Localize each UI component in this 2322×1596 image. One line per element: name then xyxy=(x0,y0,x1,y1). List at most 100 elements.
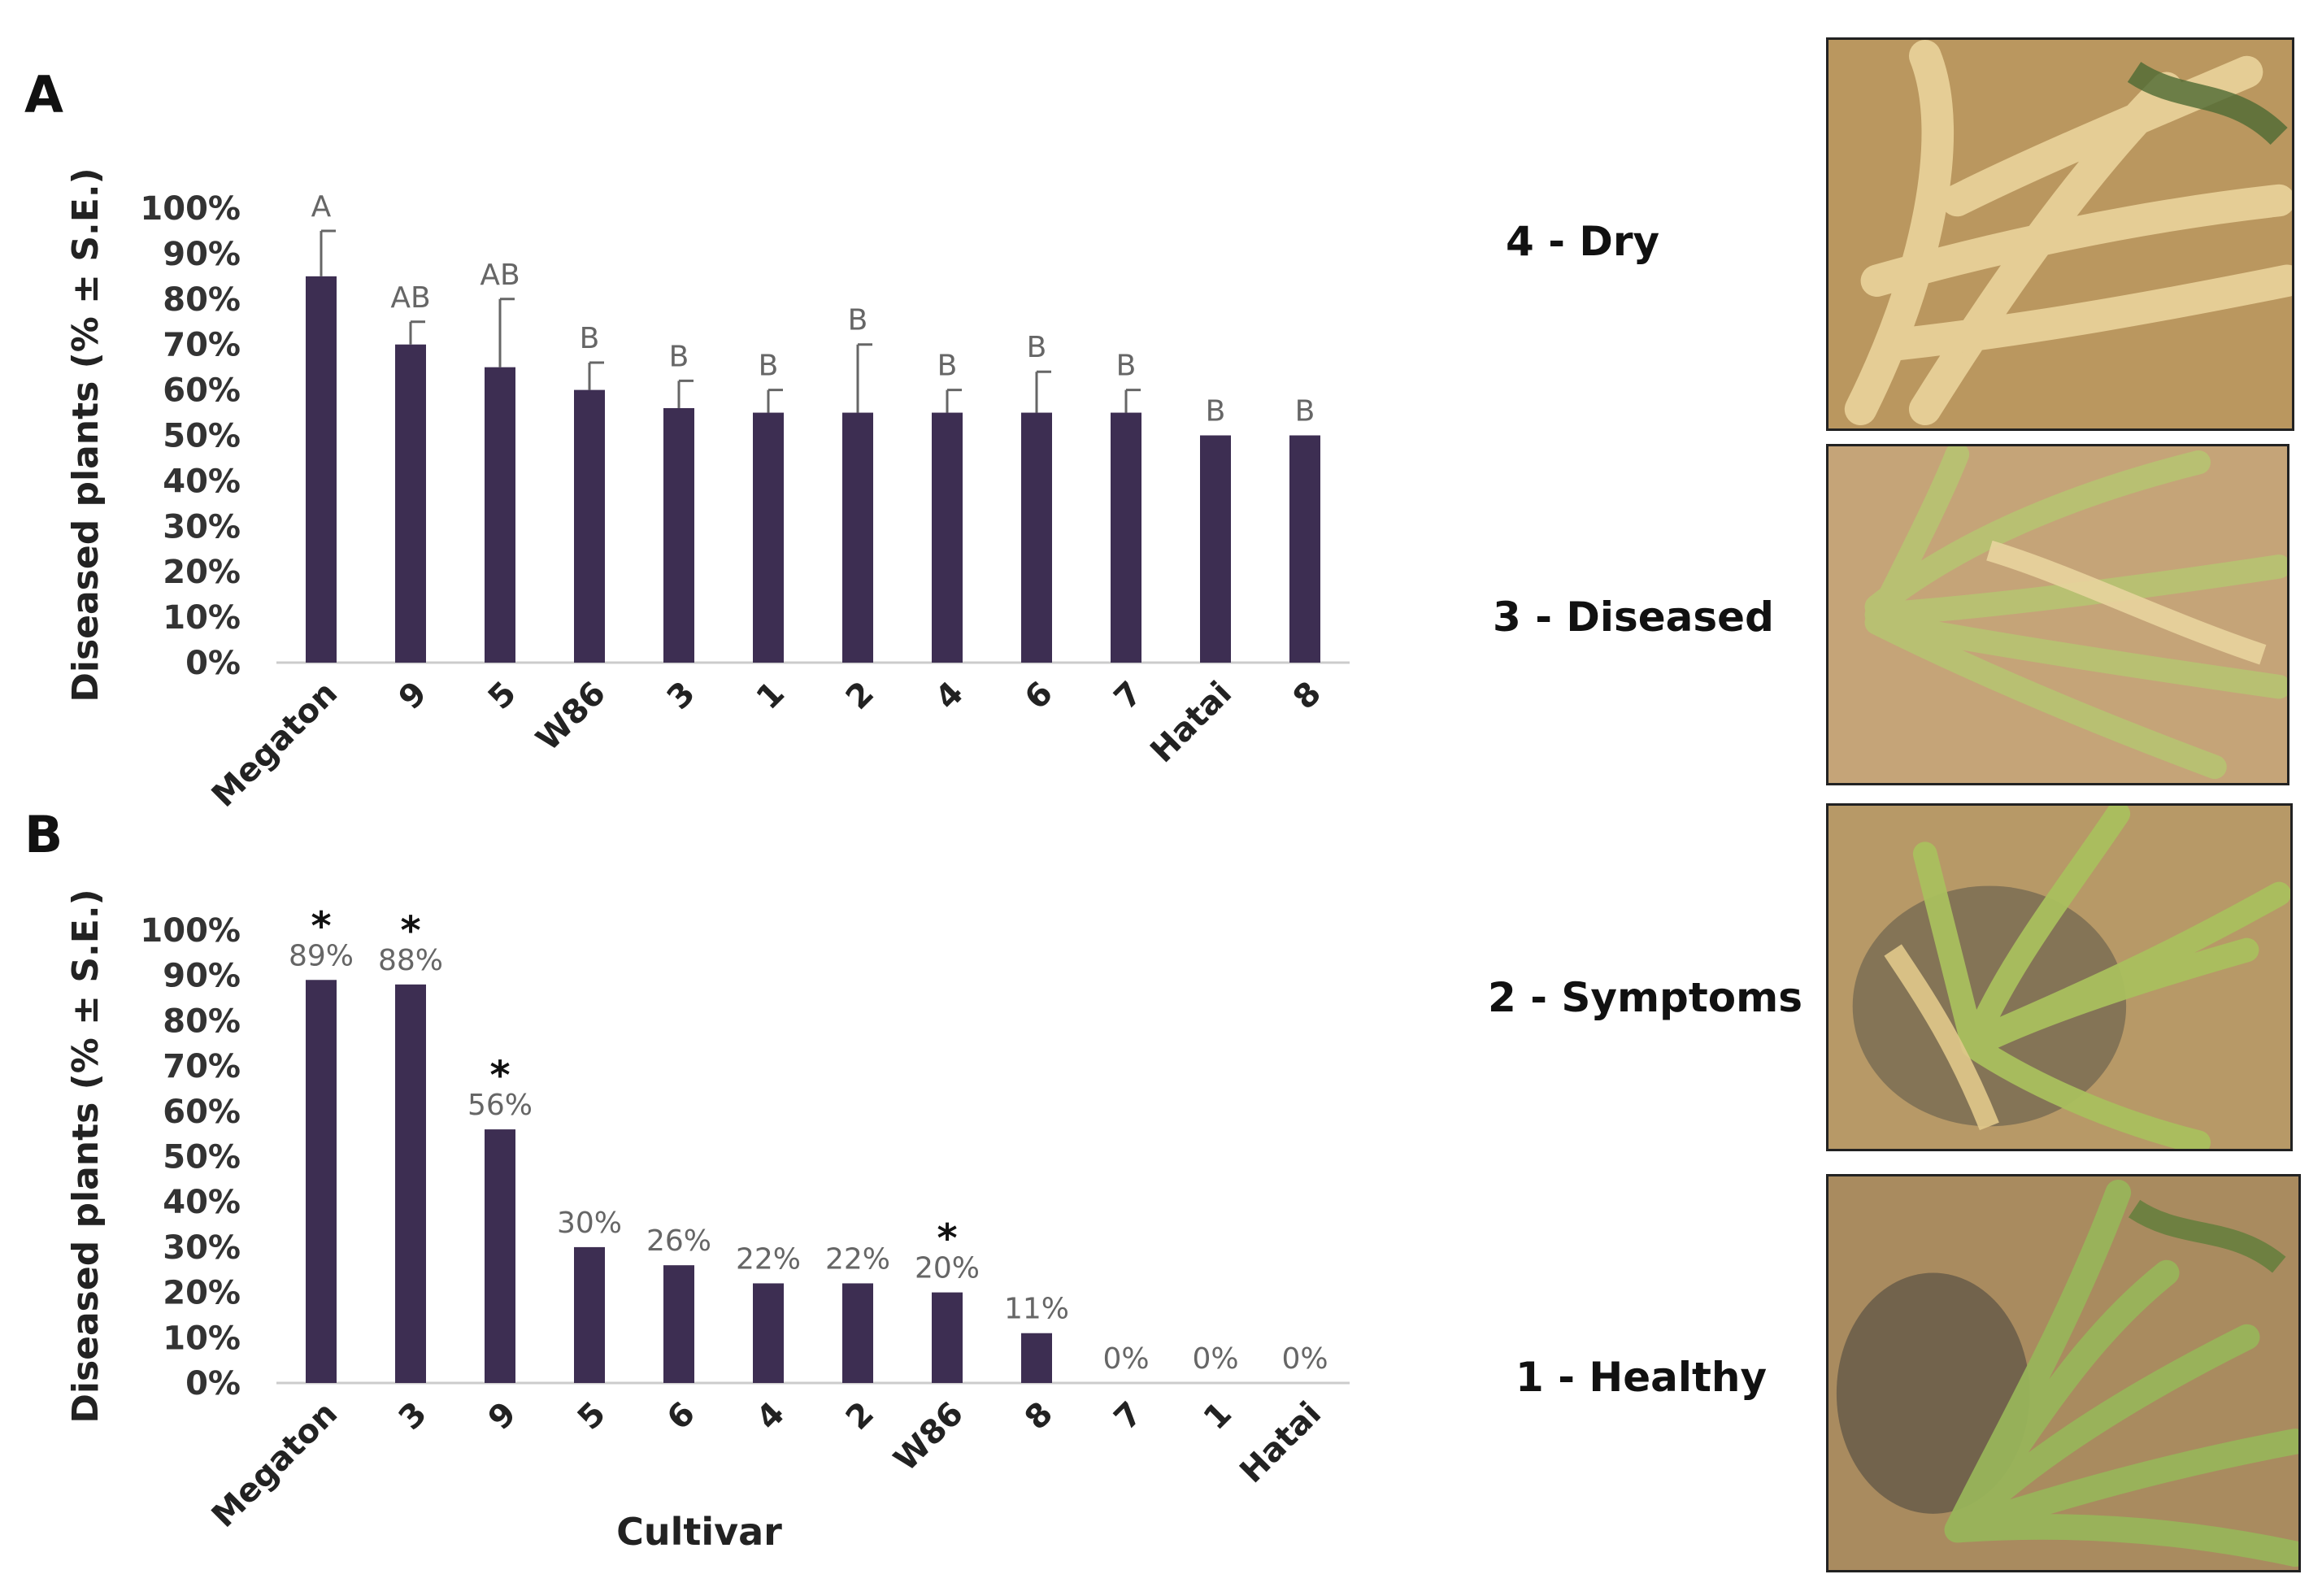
y-tick-label: 30% xyxy=(163,1229,241,1267)
bar xyxy=(1021,412,1052,663)
y-tick-label: 50% xyxy=(163,418,241,455)
y-tick-label: 90% xyxy=(163,236,241,273)
x-tick-label: 4 xyxy=(928,675,971,717)
x-tick-label: 3 xyxy=(392,1395,434,1437)
bar xyxy=(1200,435,1231,663)
significance-marker: * xyxy=(400,908,420,954)
bar xyxy=(395,984,426,1383)
data-label: 0% xyxy=(1192,1342,1238,1376)
x-tick-label: 8 xyxy=(1286,675,1328,717)
bar xyxy=(306,276,337,663)
bar xyxy=(485,1129,515,1383)
y-tick-label: 20% xyxy=(163,554,241,591)
y-tick-label: 100% xyxy=(140,912,241,950)
bar xyxy=(842,412,873,663)
x-tick-label: 9 xyxy=(392,675,434,717)
data-label: 22% xyxy=(825,1242,890,1276)
y-tick-label: 60% xyxy=(163,1094,241,1131)
photo-diseased xyxy=(1826,444,2289,785)
significance-marker: * xyxy=(489,1053,510,1098)
y-tick-label: 10% xyxy=(163,1320,241,1357)
x-tick-label: 1 xyxy=(1197,1395,1239,1437)
y-tick-label: 20% xyxy=(163,1275,241,1312)
bar xyxy=(574,389,605,663)
bar xyxy=(574,1246,605,1383)
y-tick-label: 80% xyxy=(163,281,241,319)
panel-letter-a: A xyxy=(24,65,63,124)
photo-label-healthy: 1 - Healthy xyxy=(1515,1354,1768,1401)
bar xyxy=(1289,435,1320,663)
data-label: 20% xyxy=(915,1252,980,1285)
data-label: AB xyxy=(390,281,430,315)
y-tick-label: 30% xyxy=(163,508,241,546)
bar xyxy=(842,1283,873,1383)
x-tick-label: 4 xyxy=(750,1395,792,1437)
data-label: B xyxy=(759,350,779,383)
data-label: 56% xyxy=(467,1089,533,1122)
y-axis-label: Diseased plants (% ± S.E.) xyxy=(65,167,107,702)
x-tick-label: W86 xyxy=(529,675,613,759)
y-tick-label: 90% xyxy=(163,958,241,995)
x-tick-label: Megaton xyxy=(205,1395,345,1535)
x-tick-label: 2 xyxy=(839,675,881,717)
y-tick-label: 0% xyxy=(185,1365,241,1402)
bar xyxy=(306,980,337,1383)
data-label: B xyxy=(580,322,600,355)
data-label: 0% xyxy=(1102,1342,1149,1376)
chart-panel-a: A Diseased plants (% ± S.E.) 0% 10% 20% 30% 40… xyxy=(24,65,1350,815)
data-label: B xyxy=(1027,331,1047,364)
bar xyxy=(663,407,694,663)
data-label: 0% xyxy=(1281,1342,1328,1376)
photo-label-diseased: 3 - Diseased xyxy=(1493,594,1774,641)
x-tick-label: Hatai xyxy=(1233,1395,1328,1491)
data-label: 22% xyxy=(736,1242,801,1276)
bar xyxy=(485,367,515,663)
x-tick-label: 2 xyxy=(839,1395,881,1437)
photo-dry xyxy=(1826,37,2294,431)
y-tick-label: 50% xyxy=(163,1139,241,1176)
bar xyxy=(753,1283,784,1383)
y-tick-label: 60% xyxy=(163,372,241,410)
bar xyxy=(932,1292,963,1383)
y-tick-label: 40% xyxy=(163,463,241,500)
data-label: B xyxy=(1295,395,1315,428)
data-label: B xyxy=(1206,395,1226,428)
data-label: 26% xyxy=(646,1224,711,1258)
x-tick-label: 8 xyxy=(1018,1395,1060,1437)
photo-symptoms xyxy=(1826,803,2293,1151)
x-tick-label: Hatai xyxy=(1143,675,1239,771)
data-label: 88% xyxy=(378,944,443,977)
x-tick-label: 5 xyxy=(571,1395,613,1437)
bar xyxy=(932,412,963,663)
data-label: B xyxy=(848,304,868,337)
x-tick-label: 6 xyxy=(660,1395,702,1437)
x-tick-label: 6 xyxy=(1018,675,1060,717)
bar xyxy=(395,344,426,663)
x-tick-label: W86 xyxy=(887,1395,971,1479)
bar xyxy=(663,1265,694,1383)
data-label: 11% xyxy=(1004,1293,1069,1326)
y-tick-label: 70% xyxy=(163,1048,241,1085)
data-label: 89% xyxy=(289,939,354,972)
photo-label-symptoms: 2 - Symptoms xyxy=(1488,974,1802,1021)
x-tick-label: 5 xyxy=(481,675,524,717)
x-tick-label: 3 xyxy=(660,675,702,717)
data-label: B xyxy=(669,340,689,373)
y-tick-label: 40% xyxy=(163,1184,241,1221)
photo-label-dry: 4 - Dry xyxy=(1506,218,1660,265)
y-tick-label: 10% xyxy=(163,599,241,637)
significance-marker: * xyxy=(311,903,331,949)
bar xyxy=(1111,412,1141,663)
data-label: 30% xyxy=(557,1207,622,1240)
y-tick-label: 80% xyxy=(163,1002,241,1040)
x-tick-label: 9 xyxy=(481,1395,524,1437)
x-tick-label: 7 xyxy=(1107,675,1150,717)
data-label: B xyxy=(1116,350,1137,383)
x-tick-label: Megaton xyxy=(205,675,345,815)
data-label: A xyxy=(311,190,332,224)
bar xyxy=(753,412,784,663)
y-tick-label: 70% xyxy=(163,327,241,364)
panel-letter-b: B xyxy=(24,805,63,864)
x-axis-label: Cultivar xyxy=(616,1510,782,1554)
